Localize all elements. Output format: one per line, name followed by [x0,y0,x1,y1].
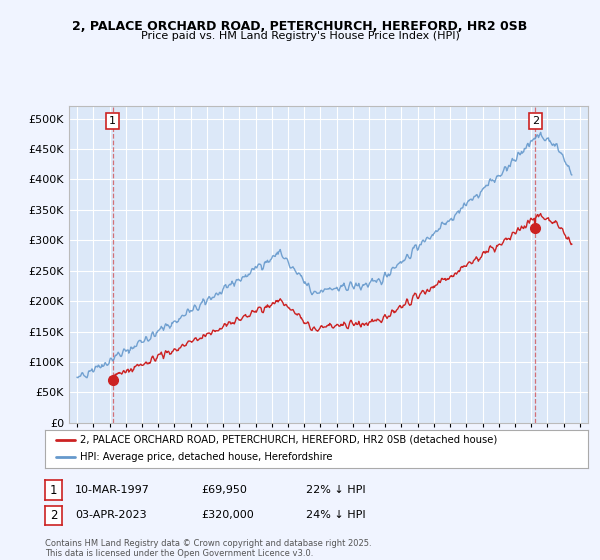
Text: Contains HM Land Registry data © Crown copyright and database right 2025.
This d: Contains HM Land Registry data © Crown c… [45,539,371,558]
Text: Price paid vs. HM Land Registry's House Price Index (HPI): Price paid vs. HM Land Registry's House … [140,31,460,41]
Text: 2, PALACE ORCHARD ROAD, PETERCHURCH, HEREFORD, HR2 0SB: 2, PALACE ORCHARD ROAD, PETERCHURCH, HER… [73,20,527,32]
Text: £69,950: £69,950 [201,485,247,495]
Text: 1: 1 [50,483,57,497]
Text: £320,000: £320,000 [201,510,254,520]
Text: HPI: Average price, detached house, Herefordshire: HPI: Average price, detached house, Here… [80,452,333,463]
Text: 1: 1 [109,116,116,126]
Text: 2: 2 [532,116,539,126]
Text: 22% ↓ HPI: 22% ↓ HPI [306,485,365,495]
Text: 10-MAR-1997: 10-MAR-1997 [75,485,150,495]
Text: 2, PALACE ORCHARD ROAD, PETERCHURCH, HEREFORD, HR2 0SB (detached house): 2, PALACE ORCHARD ROAD, PETERCHURCH, HER… [80,435,497,445]
Text: 2: 2 [50,508,57,522]
Text: 24% ↓ HPI: 24% ↓ HPI [306,510,365,520]
Text: 03-APR-2023: 03-APR-2023 [75,510,146,520]
